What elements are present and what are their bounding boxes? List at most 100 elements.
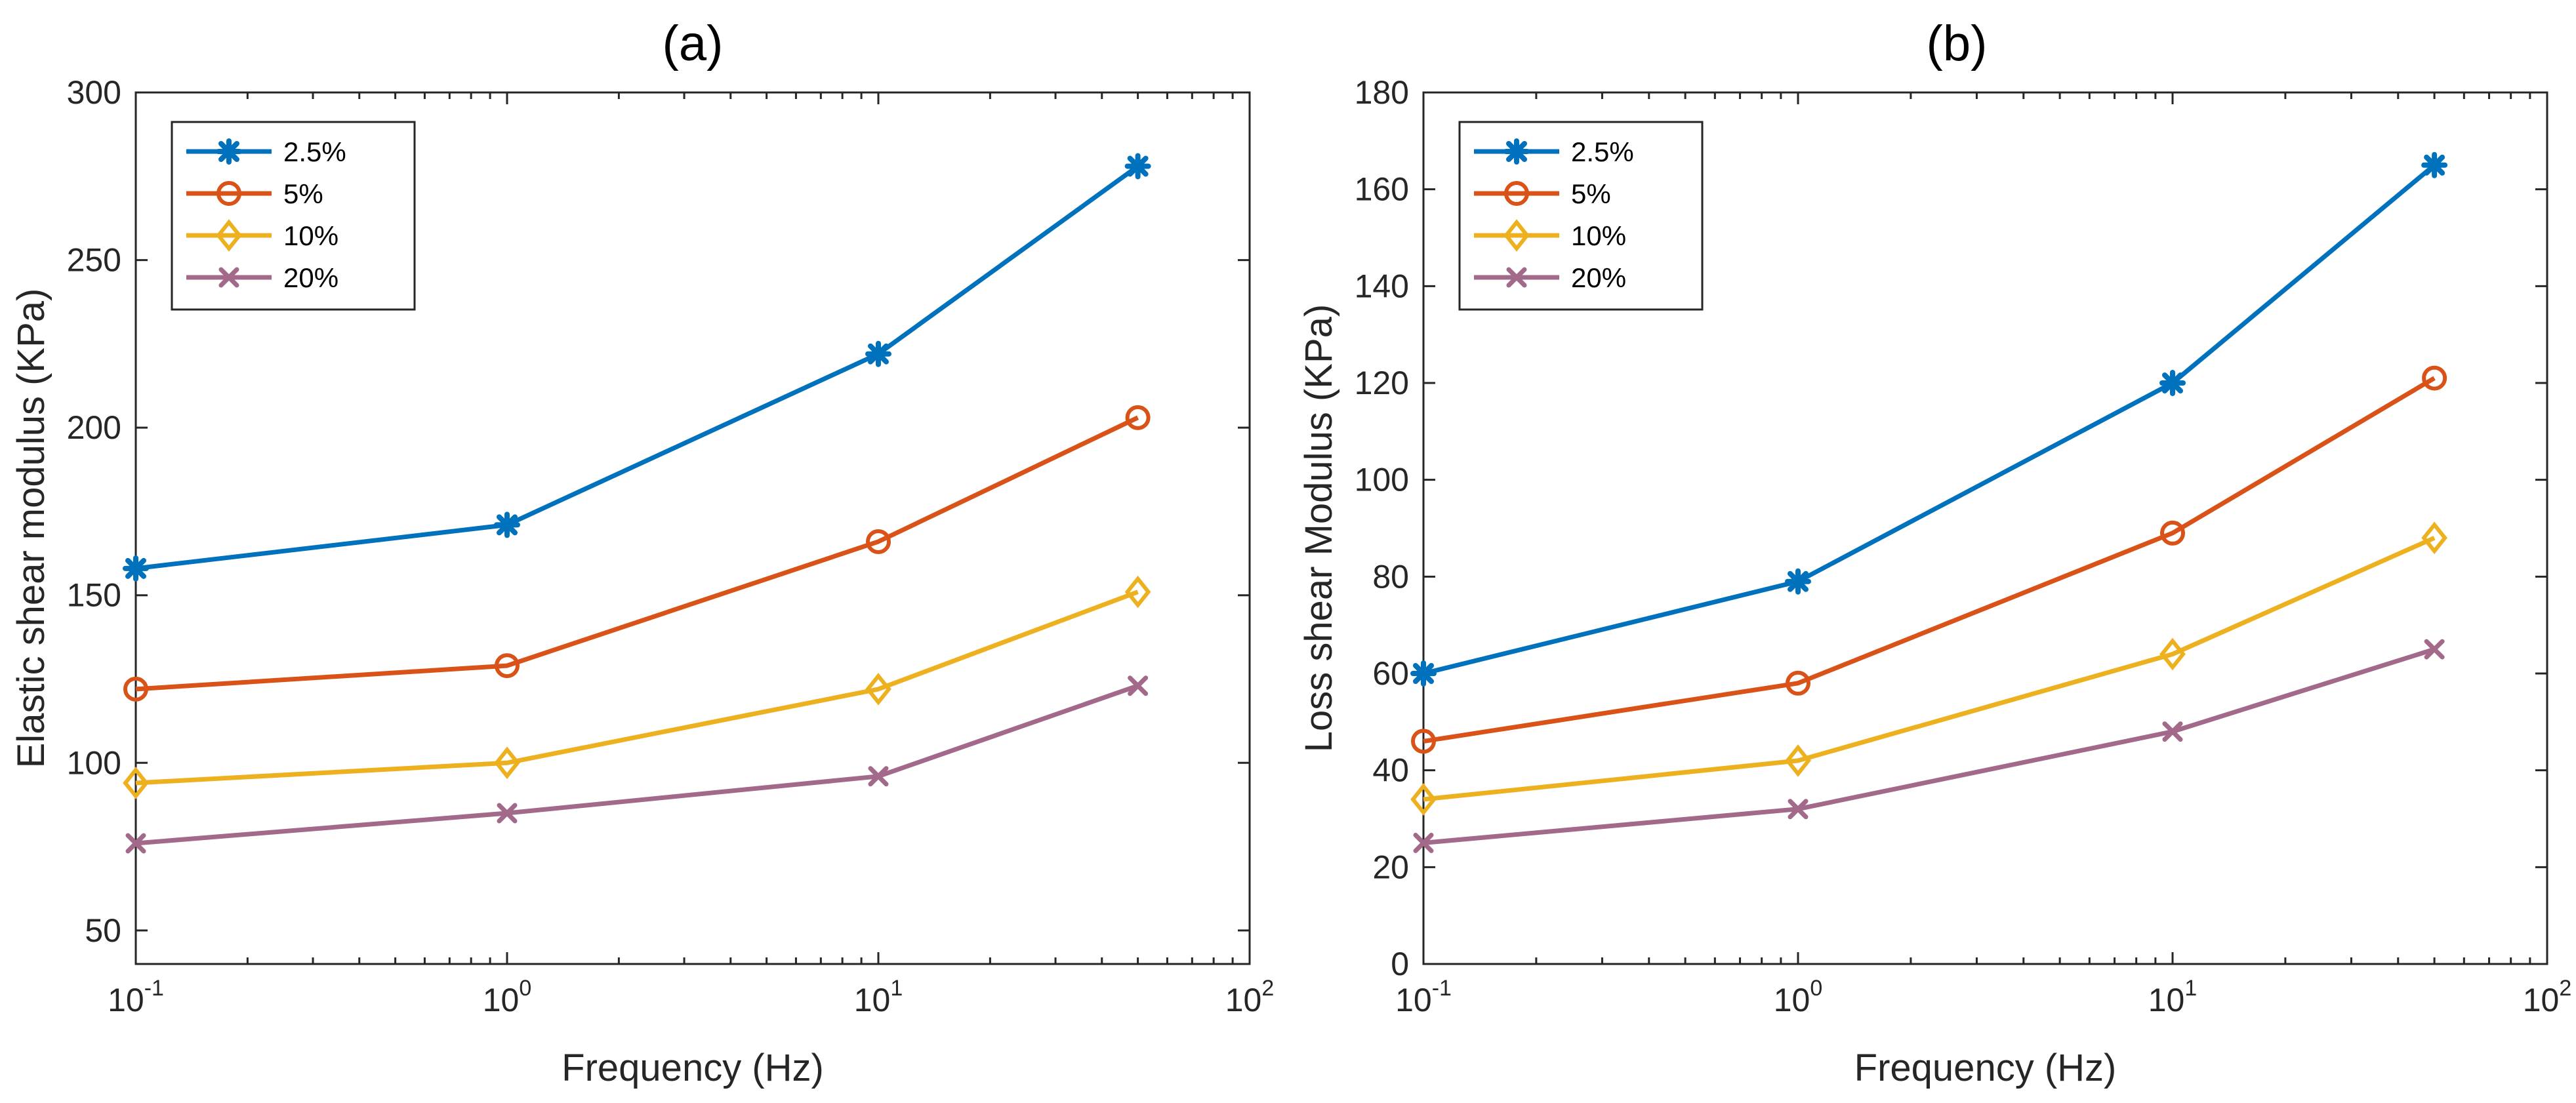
chart-panel-b: (b) 0 20 40 60 80 100 120 140 160 180 10-1 100 101 102…: [1298, 16, 2571, 1089]
series-line: [1423, 163, 2436, 676]
data-point: [123, 676, 148, 702]
legend-label: 2.5%: [283, 136, 346, 167]
legend-marker: [1503, 219, 1530, 252]
series-line: [1423, 376, 2436, 744]
data-point-core: [1418, 668, 1429, 679]
data-point-core: [873, 348, 884, 359]
data-point: [2421, 521, 2447, 555]
series-10%: [1410, 521, 2447, 816]
x-axis-label: Frequency (Hz): [1854, 1047, 2117, 1089]
data-point-core: [502, 519, 512, 531]
data-point: [1788, 799, 1809, 820]
data-point: [123, 767, 149, 799]
series-20%: [125, 675, 1149, 854]
y-tick-label: 200: [67, 409, 121, 446]
legend-label: 20%: [1571, 262, 1626, 293]
data-point: [1410, 783, 1437, 816]
y-tick-label: 80: [1372, 558, 1409, 595]
legend-marker-core: [224, 146, 234, 157]
series-5%: [123, 405, 1151, 702]
y-tick-label: 150: [67, 577, 121, 614]
legend-label: 5%: [1571, 178, 1611, 209]
data-point: [868, 766, 889, 787]
data-point: [2422, 365, 2447, 391]
legend: 2.5% 5% 10% 20%: [171, 121, 416, 311]
data-point: [2160, 520, 2185, 546]
legend-marker-core: [1511, 146, 1522, 157]
data-point: [494, 746, 520, 780]
y-tick-label: 60: [1372, 655, 1409, 692]
data-point: [2159, 637, 2186, 671]
data-point-core: [1793, 576, 1803, 587]
x-tick-label: 10-1: [108, 976, 164, 1018]
legend-label: 20%: [283, 262, 338, 293]
x-tick-label: 101: [854, 976, 903, 1018]
legend-label: 10%: [1571, 220, 1626, 251]
data-point: [2162, 721, 2183, 742]
legend-label: 10%: [283, 220, 338, 251]
data-point: [1786, 670, 1810, 696]
y-tick-label: 160: [1355, 171, 1409, 208]
series-line: [135, 415, 1139, 692]
panel-title: (b): [1927, 16, 1988, 71]
x-tick-label: 101: [2148, 976, 2198, 1018]
y-axis-label: Elastic shear modulus (KPa): [10, 289, 52, 769]
y-tick-label: 50: [85, 912, 121, 949]
y-axis-label: Loss shear Modulus (KPa): [1298, 304, 1340, 752]
data-point: [495, 653, 520, 679]
series-10%: [123, 575, 1151, 799]
data-point: [1413, 832, 1434, 853]
legend-label: 2.5%: [1571, 136, 1634, 167]
series-line: [135, 683, 1139, 846]
legend-marker: [1504, 181, 1529, 206]
data-point: [865, 673, 891, 706]
legend-marker: [216, 219, 242, 252]
x-axis-label: Frequency (Hz): [562, 1047, 824, 1089]
legend-label: 5%: [283, 178, 323, 209]
y-tick-label: 100: [67, 744, 121, 781]
data-point: [1125, 405, 1151, 430]
data-point: [866, 529, 891, 554]
series-line: [1423, 647, 2436, 845]
y-tick-label: 250: [67, 242, 121, 279]
series-5%: [1411, 365, 2447, 754]
data-point-core: [131, 563, 141, 574]
data-point: [1785, 744, 1811, 777]
series-line: [135, 590, 1139, 786]
y-tick-label: 120: [1355, 365, 1409, 401]
series-2.5%: [1410, 151, 2448, 687]
data-point: [1128, 675, 1149, 696]
data-point-core: [1132, 161, 1143, 172]
legend-marker: [1506, 267, 1527, 288]
x-tick-label: 100: [483, 976, 532, 1018]
series-line: [1423, 536, 2436, 802]
series-20%: [1413, 639, 2445, 853]
panel-title: (a): [663, 16, 724, 71]
series-2.5%: [123, 153, 1151, 582]
legend-marker: [216, 181, 241, 206]
series-line: [135, 164, 1139, 571]
legend: 2.5% 5% 10% 20%: [1458, 121, 1704, 311]
chart-panel-a: (a) 50 100 150 200 250 300 10-1 100 101 102 Frequen…: [10, 16, 1274, 1089]
data-point: [125, 833, 146, 854]
x-tick-label: 10-1: [1395, 976, 1452, 1018]
data-point-core: [2429, 159, 2440, 170]
x-tick-label: 102: [1225, 976, 1275, 1018]
y-tick-label: 140: [1355, 268, 1409, 304]
y-tick-label: 0: [1391, 946, 1409, 982]
data-point: [1124, 575, 1151, 609]
x-tick-label: 102: [2523, 976, 2572, 1018]
data-point: [497, 803, 518, 824]
y-tick-label: 180: [1355, 74, 1409, 111]
data-point: [1411, 729, 1436, 754]
y-tick-label: 100: [1355, 462, 1409, 498]
y-tick-label: 300: [67, 74, 121, 111]
y-tick-label: 20: [1372, 849, 1409, 885]
data-point: [2424, 639, 2445, 660]
data-point-core: [2167, 378, 2178, 388]
y-tick-label: 40: [1372, 752, 1409, 789]
legend-marker: [218, 267, 239, 288]
x-tick-label: 100: [1774, 976, 1823, 1018]
